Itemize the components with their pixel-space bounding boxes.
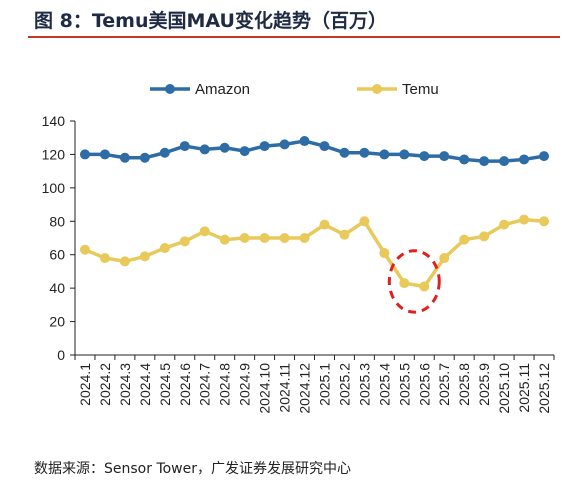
x-tick-label: 2025.12: [536, 363, 552, 414]
highlight-ellipse: [387, 249, 441, 314]
data-point-amazon: [359, 147, 370, 158]
y-tick-label: 100: [42, 180, 66, 196]
x-tick-label: 2025.8: [456, 363, 472, 406]
x-tick-label: 2025.4: [376, 363, 392, 406]
data-point-temu: [179, 236, 190, 247]
chart-series: [79, 136, 550, 292]
y-tick-label: 140: [42, 113, 66, 129]
data-point-temu: [159, 243, 170, 254]
y-tick-label: 20: [49, 314, 65, 330]
data-point-amazon: [339, 147, 350, 158]
x-tick-label: 2025.11: [516, 363, 532, 413]
legend-label: Amazon: [195, 81, 250, 98]
data-point-amazon: [319, 141, 330, 152]
data-point-temu: [519, 214, 530, 225]
x-tick-label: 2024.2: [97, 363, 113, 406]
legend-label: Temu: [402, 81, 439, 98]
legend-swatch-marker: [165, 84, 175, 94]
data-point-amazon: [539, 151, 550, 162]
chart-title: 图 8：Temu美国MAU变化趋势（百万）: [34, 10, 387, 32]
y-tick-label: 0: [57, 347, 65, 363]
data-point-amazon: [379, 149, 390, 160]
x-tick-label: 2024.12: [297, 363, 313, 414]
x-tick-label: 2024.4: [137, 363, 153, 406]
y-tick-label: 40: [49, 280, 65, 296]
x-tick-label: 2024.7: [197, 363, 213, 406]
data-point-temu: [479, 231, 490, 242]
x-tick-label: 2025.6: [416, 363, 432, 406]
data-point-temu: [259, 233, 270, 243]
x-tick-label: 2024.6: [177, 363, 193, 406]
title-divider: [28, 36, 560, 38]
data-point-amazon: [459, 154, 470, 165]
data-point-amazon: [99, 149, 110, 160]
data-point-amazon: [179, 141, 190, 152]
x-tick-label: 2024.1: [77, 363, 93, 406]
x-tick-label: 2024.10: [257, 363, 273, 414]
data-point-temu: [319, 219, 330, 230]
data-point-temu: [119, 256, 130, 267]
series-line-temu: [83, 217, 546, 289]
x-tick-label: 2024.3: [117, 363, 133, 406]
data-point-temu: [279, 233, 290, 243]
data-point-temu: [379, 248, 390, 259]
data-point-amazon: [499, 156, 510, 167]
data-point-amazon: [279, 139, 290, 150]
data-point-temu: [79, 244, 90, 255]
data-point-amazon: [399, 149, 410, 160]
series-line-amazon: [83, 139, 546, 163]
chart-legend: Amazon Temu: [150, 81, 439, 98]
x-tick-label: 2024.5: [157, 363, 173, 406]
x-tick-label: 2024.8: [217, 363, 233, 406]
y-tick-label: 80: [49, 213, 65, 229]
data-point-temu: [419, 281, 430, 292]
data-point-temu: [299, 233, 310, 243]
data-point-amazon: [439, 151, 450, 162]
x-tick-label: 2025.7: [436, 363, 452, 406]
data-point-amazon: [239, 146, 250, 157]
x-tick-label: 2025.9: [476, 363, 492, 406]
x-tick-label: 2025.5: [396, 363, 412, 406]
data-point-amazon: [159, 147, 170, 158]
data-point-temu: [499, 219, 510, 230]
data-point-temu: [139, 251, 150, 262]
data-point-temu: [219, 234, 230, 245]
x-tick-label: 2025.2: [336, 363, 352, 406]
data-point-amazon: [479, 156, 490, 167]
data-point-temu: [399, 278, 410, 289]
data-point-temu: [339, 229, 350, 240]
data-point-temu: [99, 253, 110, 264]
data-point-temu: [459, 234, 470, 245]
data-point-amazon: [199, 144, 210, 155]
data-point-temu: [239, 233, 250, 243]
legend-swatch-marker: [372, 84, 382, 94]
data-point-temu: [199, 226, 210, 237]
y-tick-label: 120: [42, 146, 66, 162]
data-point-amazon: [219, 142, 230, 153]
data-point-amazon: [139, 152, 150, 163]
data-point-amazon: [519, 154, 530, 165]
data-point-amazon: [419, 151, 430, 162]
data-point-amazon: [79, 149, 90, 160]
source-note: 数据来源：Sensor Tower，广发证券发展研究中心: [34, 461, 351, 477]
data-point-amazon: [259, 141, 270, 152]
chart-annotation: [387, 249, 441, 314]
data-point-temu: [439, 253, 450, 264]
data-point-amazon: [119, 152, 130, 163]
x-tick-label: 2025.1: [316, 363, 332, 406]
data-point-temu: [539, 216, 550, 227]
data-point-temu: [359, 216, 370, 227]
x-tick-label: 2025.3: [356, 363, 372, 406]
x-tick-label: 2024.11: [277, 363, 293, 413]
x-tick-label: 2024.9: [237, 363, 253, 406]
data-point-amazon: [299, 136, 310, 147]
x-tick-label: 2025.10: [496, 363, 512, 414]
y-tick-label: 60: [49, 247, 65, 263]
